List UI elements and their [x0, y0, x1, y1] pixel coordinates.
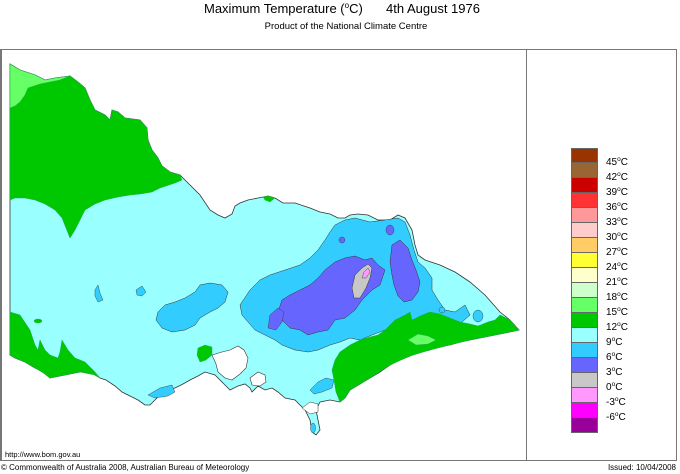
legend-swatch — [571, 403, 598, 418]
band-6-9-south-blob — [309, 377, 335, 395]
legend-swatch — [571, 268, 598, 283]
legend-label: 33oC — [606, 216, 628, 228]
legend-label: 39oC — [606, 186, 628, 198]
copyright-notice: © Commonwealth of Australia 2008, Austra… — [1, 463, 250, 472]
legend-swatch — [571, 223, 598, 238]
legend-label: 18oC — [606, 291, 628, 303]
legend-swatch — [571, 253, 598, 268]
legend-label: 24oC — [606, 261, 628, 273]
legend-label: -6oC — [606, 411, 626, 423]
legend-label: 42oC — [606, 171, 628, 183]
legend-label: 36oC — [606, 201, 628, 213]
band-3-6-east — [389, 239, 421, 303]
legend-item: 45oC — [571, 148, 671, 168]
band-12-15-north-small — [262, 195, 276, 203]
band-6-9-west-blob — [155, 282, 229, 333]
legend-swatch — [571, 328, 598, 343]
legend-item: -3oC — [571, 388, 671, 408]
legend-label: 15oC — [606, 306, 628, 318]
legend-swatch — [571, 148, 598, 163]
legend-swatch — [571, 418, 598, 433]
legend-item: 42oC — [571, 163, 671, 183]
band-6-9-coast-blob — [147, 384, 176, 399]
legend-item: 39oC — [571, 178, 671, 198]
band-3-6-small1 — [385, 224, 395, 236]
legend-label: 30oC — [606, 231, 628, 243]
legend-item: 36oC — [571, 193, 671, 213]
legend-swatch — [571, 193, 598, 208]
temperature-map — [9, 63, 520, 436]
legend-item: 3oC — [571, 358, 671, 378]
legend-item: 6oC — [571, 343, 671, 363]
legend-label: 45oC — [606, 156, 628, 168]
map-frame — [0, 49, 677, 461]
legend-swatch — [571, 298, 598, 313]
legend-swatch — [571, 313, 598, 328]
band-3-6-west — [267, 307, 285, 331]
legend-swatch — [571, 208, 598, 223]
legend-swatch — [571, 238, 598, 253]
band-12-15-small — [33, 318, 43, 324]
legend-item: 18oC — [571, 283, 671, 303]
legend-label: -3oC — [606, 396, 626, 408]
band-6-9-west-small2 — [94, 284, 104, 303]
legend-label: 27oC — [606, 246, 628, 258]
band-6-9-west-small1 — [135, 285, 147, 297]
legend-item: 27oC — [571, 238, 671, 258]
band-12-15-geelong — [196, 344, 213, 363]
band-12-15-southwest — [9, 311, 101, 379]
legend-item: 30oC — [571, 223, 671, 243]
map-title: Maximum Temperature (oC) — [204, 1, 363, 16]
issued-date: Issued: 10/04/2008 — [607, 463, 676, 472]
legend-item — [571, 418, 671, 433]
legend-label: 21oC — [606, 276, 628, 288]
legend-label: 3oC — [606, 366, 623, 378]
port-phillip-bay — [211, 345, 249, 381]
band-3-6-small2 — [338, 236, 346, 244]
legend-item: 15oC — [571, 298, 671, 318]
band-12-15-northwest — [9, 75, 183, 239]
map-subtitle: Product of the National Climate Centre — [264, 21, 428, 32]
legend-swatch — [571, 358, 598, 373]
legend-label: 0oC — [606, 381, 623, 393]
legend-label: 9oC — [606, 336, 623, 348]
band-15-18-northwest — [9, 63, 71, 109]
band-6-9-east-small — [472, 309, 484, 323]
legend-swatch — [571, 373, 598, 388]
legend-swatch — [571, 388, 598, 403]
legend-swatch — [571, 283, 598, 298]
map-date: 4th August 1976 — [386, 1, 480, 16]
band-neg3-0-peak — [361, 267, 371, 279]
frame-divider — [526, 49, 527, 461]
legend-swatch — [571, 178, 598, 193]
legend-swatch — [571, 163, 598, 178]
legend-label: 6oC — [606, 351, 623, 363]
western-port — [249, 371, 267, 387]
legend-label: 12oC — [606, 321, 628, 333]
band-6-9-east-small2 — [438, 306, 446, 314]
legend-item: -6oC — [571, 403, 671, 423]
legend-item: 0oC — [571, 373, 671, 393]
website-url[interactable]: http://www.bom.gov.au — [5, 450, 81, 459]
band-6-9-promontory — [310, 422, 316, 434]
band-15-18-gippsland — [407, 333, 437, 346]
legend-item: 12oC — [571, 313, 671, 333]
legend-item: 24oC — [571, 253, 671, 273]
band-12-15-gippsland — [331, 311, 520, 403]
legend-item: 21oC — [571, 268, 671, 288]
title-row: Maximum Temperature (oC) 4th August 1976 — [0, 1, 680, 17]
legend-item: 33oC — [571, 208, 671, 228]
legend-item: 9oC — [571, 328, 671, 348]
temperature-legend: 45oC 42oC 39oC 36oC 33oC 30oC 27oC 24oC 21oC 18oC… — [571, 148, 671, 433]
legend-swatch — [571, 343, 598, 358]
wilsons-inlet — [301, 401, 319, 415]
